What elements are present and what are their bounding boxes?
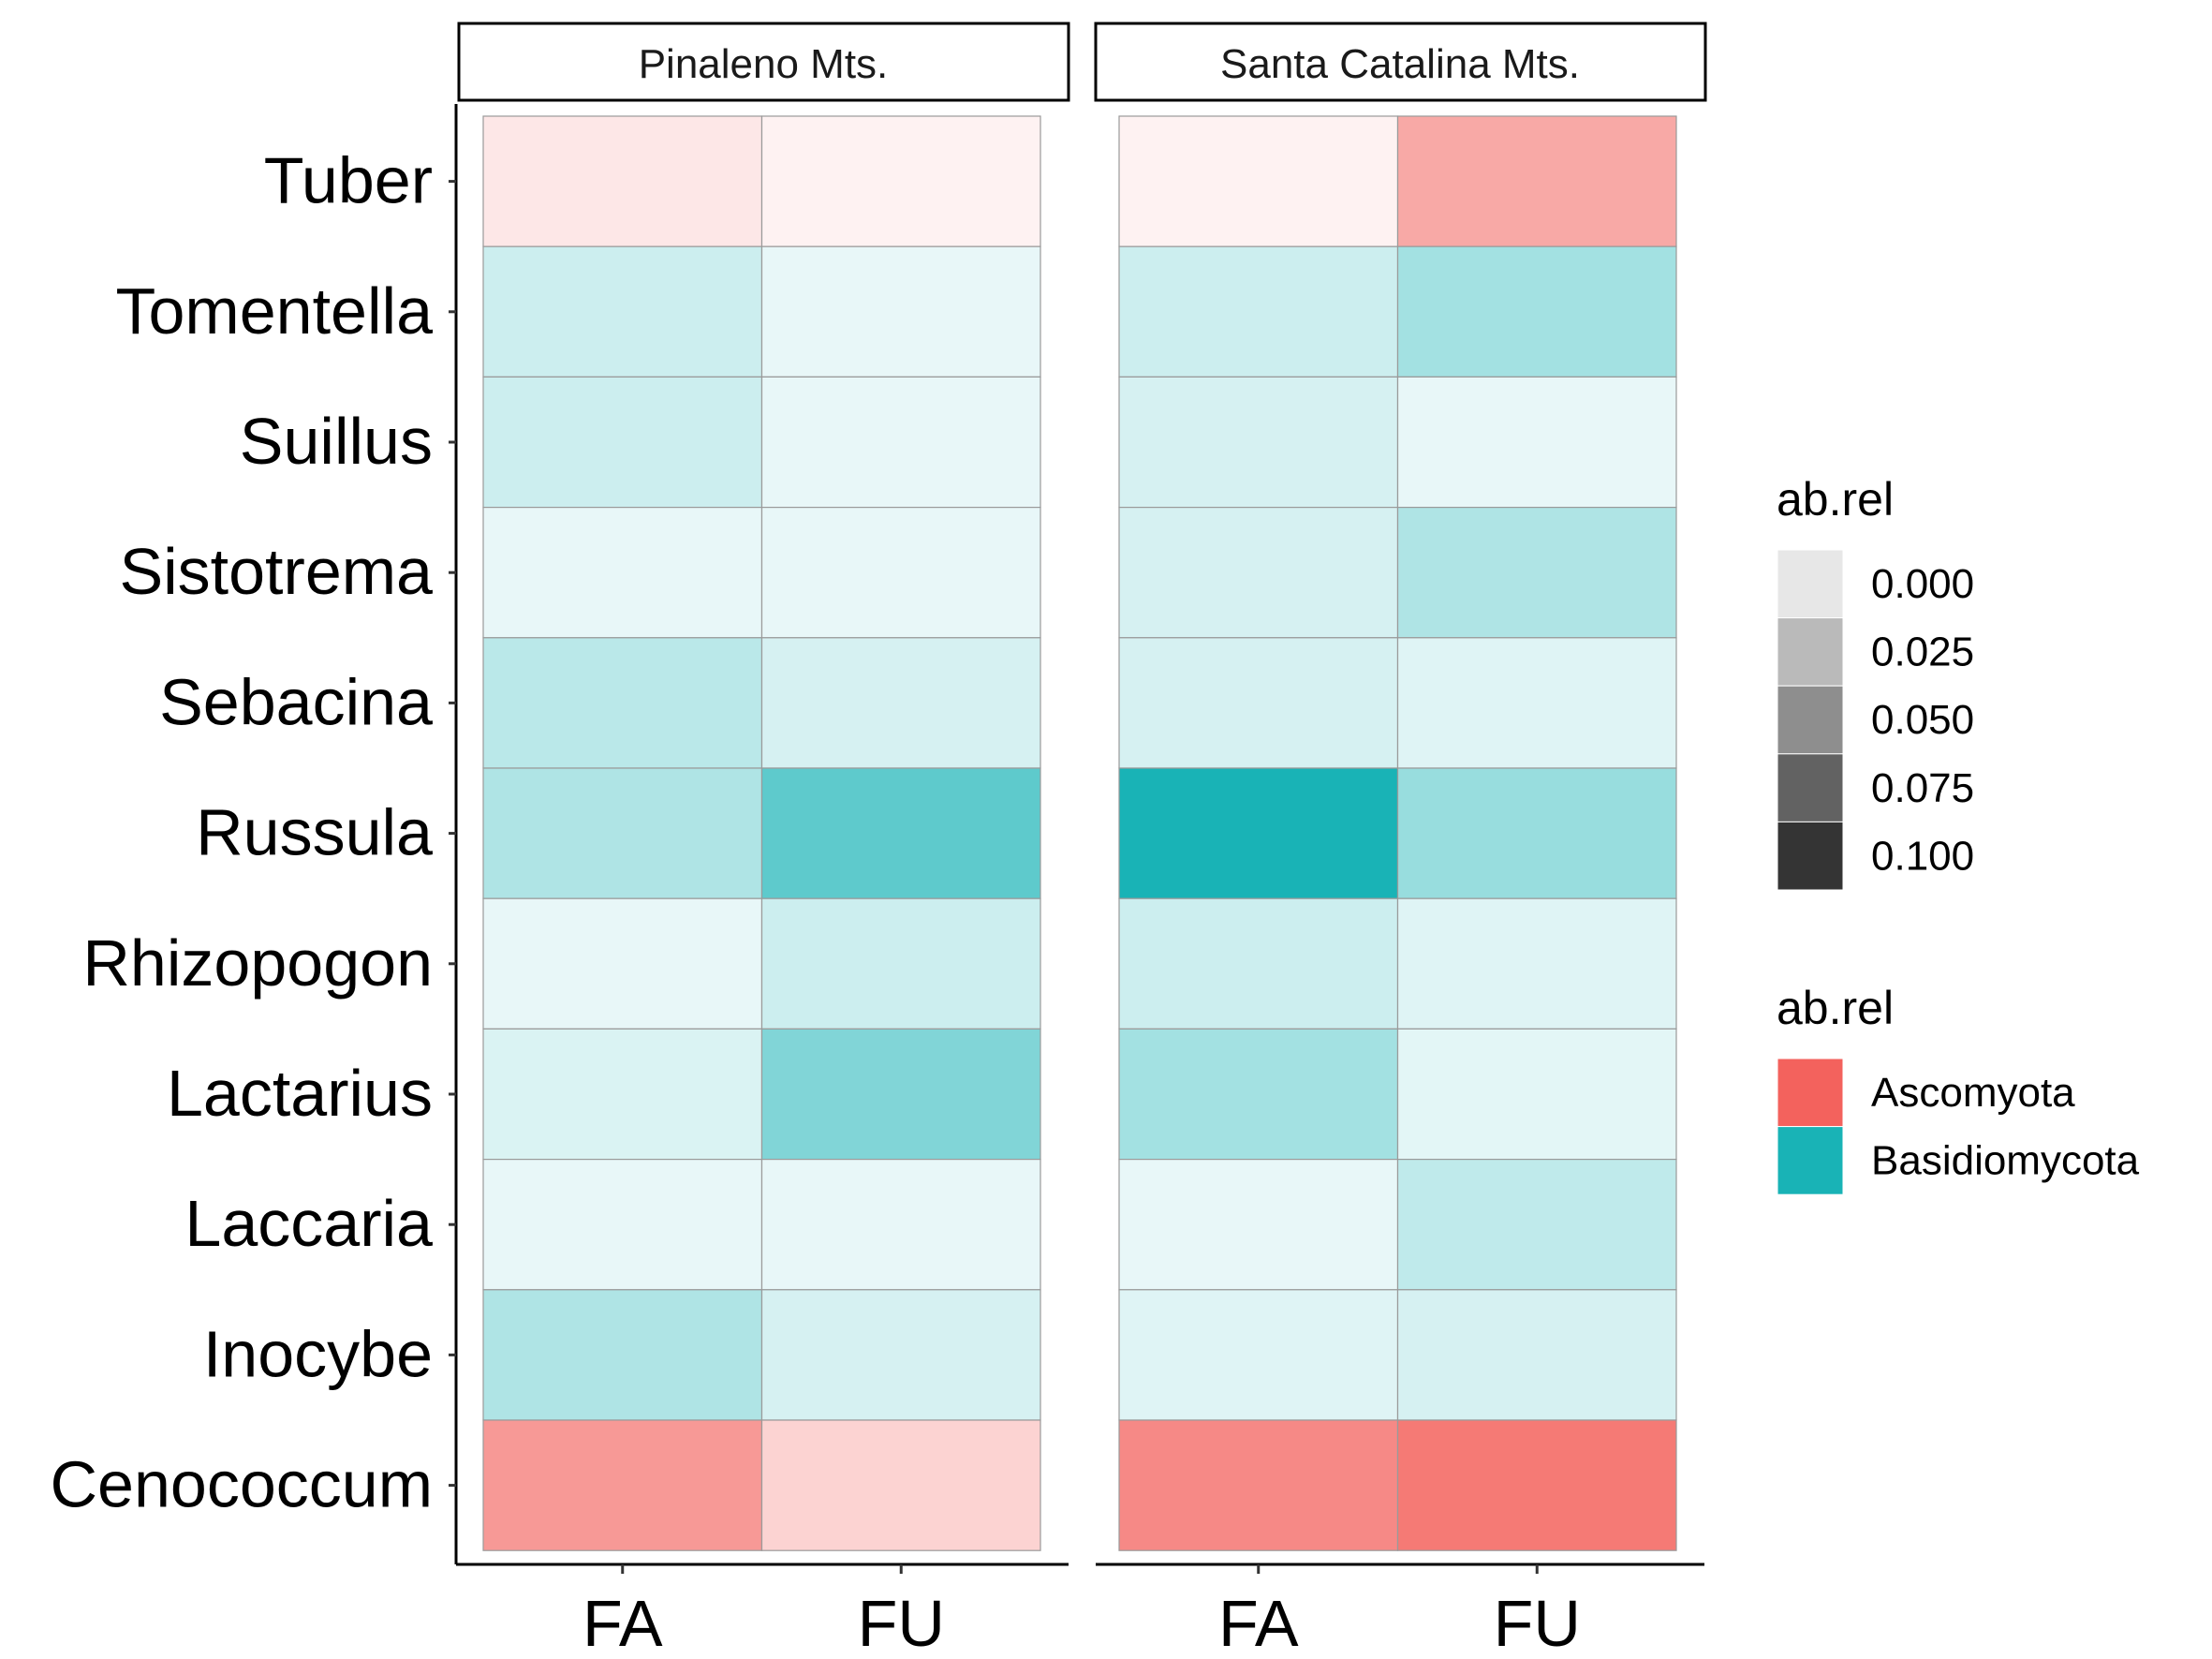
legend-gradient-swatch (1777, 685, 1844, 755)
heatmap-cell (760, 1028, 1041, 1161)
legend-gradient-swatch (1777, 549, 1844, 619)
x-tick-label: FA (1218, 1587, 1299, 1659)
heatmap-cell (1118, 1419, 1399, 1551)
heatmap-cell (1118, 376, 1399, 509)
heatmap-cell (760, 115, 1041, 247)
heatmap-cell (760, 767, 1041, 899)
facet-strip (457, 22, 1070, 102)
legend-category-swatch (1777, 1058, 1844, 1128)
heatmap-cell (1396, 245, 1677, 378)
y-tick-label: Laccaria (184, 1187, 433, 1260)
heatmap-cell (760, 637, 1041, 769)
facet-strip-label: Pinaleno Mts. (639, 41, 889, 87)
heatmap-cell (1396, 115, 1677, 247)
legend-gradient-swatch (1777, 753, 1844, 822)
heatmap-cell (760, 1419, 1041, 1551)
y-tick-label: Lactarius (167, 1057, 433, 1130)
legend-category-label: Basidiomycota (1871, 1138, 2140, 1184)
heatmap-cell (1118, 115, 1399, 247)
legend-gradient-label: 0.100 (1871, 833, 1974, 879)
y-tick-label: Rhizopogon (82, 926, 433, 1000)
heatmap-cell (482, 637, 763, 769)
heatmap-cell (760, 897, 1041, 1030)
heatmap-cell (1396, 1158, 1677, 1291)
y-tick-label: Suillus (240, 405, 433, 478)
heatmap-cell (1396, 767, 1677, 899)
heatmap-cell (482, 115, 763, 247)
heatmap-cell (482, 1028, 763, 1161)
legend-title: ab.rel (1777, 982, 1894, 1034)
heatmap-cell (1396, 1028, 1677, 1161)
heatmap-cell (1118, 506, 1399, 639)
facet-strip-label: Santa Catalina Mts. (1220, 41, 1580, 87)
y-tick-label: Sistotrema (119, 535, 433, 608)
y-tick-label: Sebacina (159, 665, 433, 738)
heatmap-cell (760, 376, 1041, 509)
y-tick-label: Inocybe (203, 1317, 433, 1390)
legend-gradient-swatch (1777, 617, 1844, 687)
heatmap-cell (482, 1158, 763, 1291)
heatmap-cell (482, 506, 763, 639)
y-tick-label: Tomentella (115, 274, 433, 348)
x-tick-label: FU (1494, 1587, 1581, 1659)
legend-gradient-swatch (1777, 821, 1844, 891)
legend-gradient-label: 0.000 (1871, 561, 1974, 607)
heatmap-cell (1118, 767, 1399, 899)
legend-category-swatch (1777, 1126, 1844, 1195)
heatmap-cell (1396, 506, 1677, 639)
heatmap-cell (1396, 376, 1677, 509)
heatmap-cell (1118, 1158, 1399, 1291)
x-tick-label: FA (582, 1587, 663, 1659)
heatmap-cell (1396, 1289, 1677, 1421)
heatmap-cell (1396, 1419, 1677, 1551)
heatmap-cell (1118, 637, 1399, 769)
heatmap-cell (482, 1289, 763, 1421)
x-tick-label: FU (858, 1587, 945, 1659)
legend-gradient-label: 0.050 (1871, 697, 1974, 743)
heatmap-cell (482, 767, 763, 899)
heatmap-cell (760, 506, 1041, 639)
y-tick-label: Cenococcum (50, 1448, 433, 1521)
heatmap-cell (482, 245, 763, 378)
heatmap-cell (1396, 897, 1677, 1030)
heatmap-cell (760, 245, 1041, 378)
heatmap-cell (1118, 897, 1399, 1030)
legend-gradient-label: 0.025 (1871, 630, 1974, 675)
heatmap-cell (482, 897, 763, 1030)
heatmap-cell (482, 1419, 763, 1551)
y-tick-label: Tuber (264, 144, 433, 217)
heatmap-cell (1118, 245, 1399, 378)
legend-gradient-label: 0.075 (1871, 765, 1974, 811)
heatmap-cell (1118, 1028, 1399, 1161)
heatmap-cell (760, 1158, 1041, 1291)
heatmap-cell (760, 1289, 1041, 1421)
legend-category-label: Ascomyota (1871, 1070, 2075, 1116)
y-tick-label: Russula (196, 796, 433, 869)
facet-strip (1094, 22, 1707, 102)
heatmap-cell (482, 376, 763, 509)
heatmap-cell (1118, 1289, 1399, 1421)
heatmap-cell (1396, 637, 1677, 769)
legend-title: ab.rel (1777, 473, 1894, 526)
